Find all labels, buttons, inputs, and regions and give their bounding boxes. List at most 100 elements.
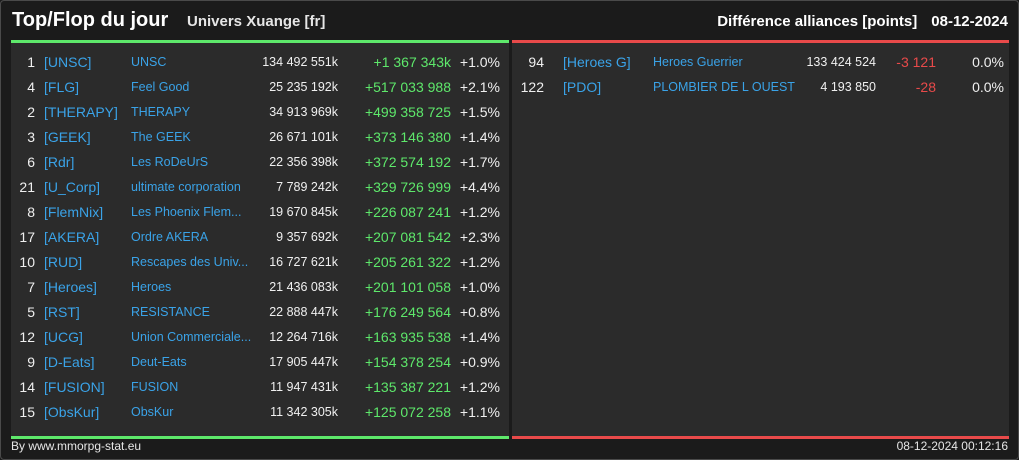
diff-cell: +176 249 564 xyxy=(341,300,451,325)
alliance-tag-link[interactable]: [RST] xyxy=(44,300,124,325)
diff-cell: +201 101 058 xyxy=(341,275,451,300)
alliance-name-link[interactable]: Heroes Guerrier xyxy=(653,50,803,75)
diff-cell: +125 072 258 xyxy=(341,400,451,425)
alliance-name-link[interactable]: Ordre AKERA xyxy=(131,225,253,250)
points-cell: 4 193 850 xyxy=(792,75,876,100)
alliance-tag-link[interactable]: [UCG] xyxy=(44,325,124,350)
rank-cell: 94 xyxy=(520,50,544,75)
alliance-tag-link[interactable]: [THERAPY] xyxy=(44,100,124,125)
percent-cell: +1.0% xyxy=(451,275,500,300)
footer-credit-link[interactable]: By www.mmorpg-stat.eu xyxy=(11,439,141,453)
rank-cell: 6 xyxy=(11,150,35,175)
alliance-name-link[interactable]: UNSC xyxy=(131,50,253,75)
diff-cell: +499 358 725 xyxy=(341,100,451,125)
rank-cell: 1 xyxy=(11,50,35,75)
rank-cell: 5 xyxy=(11,300,35,325)
alliance-tag-link[interactable]: [ObsKur] xyxy=(44,400,124,425)
percent-cell: +0.9% xyxy=(451,350,500,375)
alliance-name-link[interactable]: THERAPY xyxy=(131,100,253,125)
points-cell: 21 436 083k xyxy=(241,275,338,300)
rank-cell: 8 xyxy=(11,200,35,225)
points-cell: 19 670 845k xyxy=(241,200,338,225)
alliance-name-link[interactable]: Heroes xyxy=(131,275,253,300)
percent-cell: +1.4% xyxy=(451,125,500,150)
alliance-tag-link[interactable]: [U_Corp] xyxy=(44,175,124,200)
alliance-name-link[interactable]: ObsKur xyxy=(131,400,253,425)
percent-cell: +1.0% xyxy=(451,50,500,75)
alliance-tag-link[interactable]: [Rdr] xyxy=(44,150,124,175)
alliance-name-link[interactable]: ultimate corporation xyxy=(131,175,253,200)
points-cell: 12 264 716k xyxy=(241,325,338,350)
top-alliance-row: 5 [RST] RESISTANCE 22 888 447k +176 249 564 +… xyxy=(11,300,509,325)
header: Top/Flop du jour Univers Xuange [fr] Dif… xyxy=(1,1,1018,41)
top-alliance-row: 17 [AKERA] Ordre AKERA 9 357 692k +207 081 5… xyxy=(11,225,509,250)
alliance-name-link[interactable]: Les RoDeUrS xyxy=(131,150,253,175)
top-alliance-row: 14 [FUSION] FUSION 11 947 431k +135 387 221 +… xyxy=(11,375,509,400)
percent-cell: +1.2% xyxy=(451,375,500,400)
alliance-tag-link[interactable]: [PDO] xyxy=(563,75,647,100)
diff-cell: -28 xyxy=(876,75,936,100)
flop-alliance-row: 122 [PDO] PLOMBIER DE L OUEST 4 193 850 -28 0… xyxy=(512,75,1009,100)
alliance-tag-link[interactable]: [UNSC] xyxy=(44,50,124,75)
top-alliance-row: 1 [UNSC] UNSC 134 492 551k +1 367 343k +1.0% xyxy=(11,50,509,75)
alliance-tag-link[interactable]: [Heroes G] xyxy=(563,50,647,75)
percent-cell: +1.2% xyxy=(451,250,500,275)
alliance-tag-link[interactable]: [RUD] xyxy=(44,250,124,275)
alliance-name-link[interactable]: FUSION xyxy=(131,375,253,400)
top-alliance-row: 8 [FlemNix] Les Phoenix Flem... 19 670 845k… xyxy=(11,200,509,225)
alliance-name-link[interactable]: Feel Good xyxy=(131,75,253,100)
points-cell: 11 342 305k xyxy=(241,400,338,425)
alliance-name-link[interactable]: The GEEK xyxy=(131,125,253,150)
alliance-name-link[interactable]: RESISTANCE xyxy=(131,300,253,325)
top-alliance-row: 4 [FLG] Feel Good 25 235 192k +517 033 988 +2… xyxy=(11,75,509,100)
rank-cell: 122 xyxy=(520,75,544,100)
alliance-name-link[interactable]: PLOMBIER DE L OUEST xyxy=(653,75,803,100)
top-alliance-row: 9 [D-Eats] Deut-Eats 17 905 447k +154 378 25… xyxy=(11,350,509,375)
alliance-tag-link[interactable]: [FLG] xyxy=(44,75,124,100)
alliance-name-link[interactable]: Rescapes des Univ... xyxy=(131,250,253,275)
percent-cell: +2.1% xyxy=(451,75,500,100)
alliance-name-link[interactable]: Les Phoenix Flem... xyxy=(131,200,253,225)
points-cell: 22 356 398k xyxy=(241,150,338,175)
top-alliance-row: 21 [U_Corp] ultimate corporation 7 789 242k… xyxy=(11,175,509,200)
percent-cell: +4.4% xyxy=(451,175,500,200)
diff-cell: +372 574 192 xyxy=(341,150,451,175)
alliance-tag-link[interactable]: [FUSION] xyxy=(44,375,124,400)
diff-cell: +517 033 988 xyxy=(341,75,451,100)
percent-cell: +0.8% xyxy=(451,300,500,325)
diff-cell: +205 261 322 xyxy=(341,250,451,275)
alliance-tag-link[interactable]: [AKERA] xyxy=(44,225,124,250)
points-cell: 134 492 551k xyxy=(241,50,338,75)
points-cell: 16 727 621k xyxy=(241,250,338,275)
top-alliance-row: 3 [GEEK] The GEEK 26 671 101k +373 146 380 +1… xyxy=(11,125,509,150)
top-alliance-row: 6 [Rdr] Les RoDeUrS 22 356 398k +372 574 192… xyxy=(11,150,509,175)
points-cell: 26 671 101k xyxy=(241,125,338,150)
rank-cell: 2 xyxy=(11,100,35,125)
alliance-tag-link[interactable]: [Heroes] xyxy=(44,275,124,300)
rank-cell: 9 xyxy=(11,350,35,375)
alliance-name-link[interactable]: Union Commerciale... xyxy=(131,325,253,350)
alliance-tag-link[interactable]: [D-Eats] xyxy=(44,350,124,375)
percent-cell: +1.4% xyxy=(451,325,500,350)
alliance-name-link[interactable]: Deut-Eats xyxy=(131,350,253,375)
rank-cell: 7 xyxy=(11,275,35,300)
rank-cell: 4 xyxy=(11,75,35,100)
points-cell: 9 357 692k xyxy=(241,225,338,250)
diff-cell: -3 121 xyxy=(876,50,936,75)
percent-cell: 0.0% xyxy=(942,75,1004,100)
universe-subtitle: Univers Xuange [fr] xyxy=(187,13,325,30)
rank-cell: 3 xyxy=(11,125,35,150)
difference-label: Différence alliances [points] xyxy=(717,13,917,30)
flop-alliance-row: 94 [Heroes G] Heroes Guerrier 133 424 524 -3… xyxy=(512,50,1009,75)
rank-cell: 15 xyxy=(11,400,35,425)
top-alliance-row: 10 [RUD] Rescapes des Univ... 16 727 621k +2… xyxy=(11,250,509,275)
page-title: Top/Flop du jour xyxy=(12,9,168,32)
points-cell: 17 905 447k xyxy=(241,350,338,375)
diff-cell: +154 378 254 xyxy=(341,350,451,375)
alliance-tag-link[interactable]: [GEEK] xyxy=(44,125,124,150)
alliance-tag-link[interactable]: [FlemNix] xyxy=(44,200,124,225)
diff-cell: +135 387 221 xyxy=(341,375,451,400)
percent-cell: +1.7% xyxy=(451,150,500,175)
diff-cell: +329 726 999 xyxy=(341,175,451,200)
